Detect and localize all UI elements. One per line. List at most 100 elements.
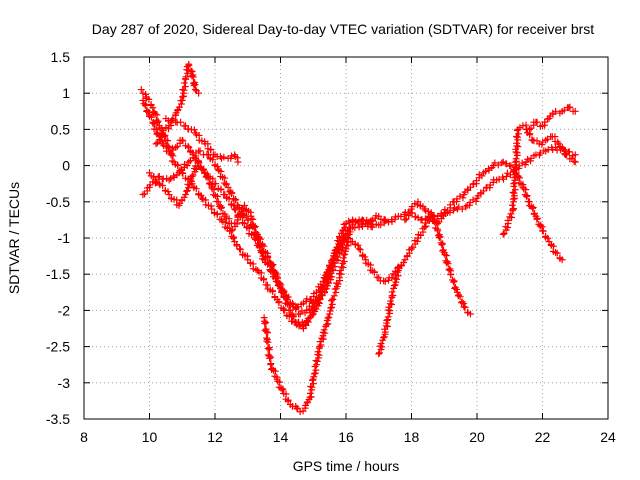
- data-point: [324, 268, 332, 276]
- data-point: [324, 314, 332, 322]
- data-point: [195, 159, 203, 167]
- data-point: [375, 274, 383, 282]
- data-point: [387, 297, 394, 305]
- y-tick-label: -1: [58, 230, 71, 246]
- data-point: [324, 320, 332, 328]
- data-point: [192, 185, 200, 193]
- data-point: [377, 340, 385, 347]
- y-tick-label: -2.5: [46, 339, 70, 355]
- data-point: [511, 174, 518, 182]
- series-arc-6: [162, 115, 242, 166]
- data-point: [251, 223, 259, 230]
- data-point: [276, 283, 284, 290]
- series-arc-7: [227, 202, 402, 332]
- data-point: [456, 192, 464, 200]
- series-arc-10: [401, 158, 566, 264]
- data-point: [436, 233, 444, 241]
- data-point: [278, 386, 286, 394]
- data-point: [450, 277, 458, 285]
- data-point: [188, 72, 196, 80]
- data-point: [413, 237, 421, 245]
- data-point: [443, 252, 450, 260]
- data-point: [165, 176, 173, 184]
- y-tick-label: 0.5: [51, 121, 71, 137]
- data-point: [571, 158, 579, 166]
- data-point: [390, 282, 398, 290]
- data-point: [478, 172, 486, 180]
- data-point: [217, 204, 225, 212]
- data-point: [444, 260, 452, 268]
- data-point: [526, 131, 533, 139]
- data-point: [249, 216, 257, 223]
- data-point: [329, 266, 337, 274]
- data-point: [164, 137, 172, 145]
- data-point: [307, 393, 315, 401]
- data-point: [434, 220, 442, 227]
- data-point: [510, 205, 518, 213]
- data-point: [178, 136, 186, 144]
- data-point: [182, 73, 190, 81]
- data-point: [508, 214, 515, 221]
- data-point: [414, 198, 422, 206]
- y-tick-label: -3: [58, 375, 71, 391]
- data-points-layer: [137, 60, 579, 416]
- data-point: [494, 161, 502, 169]
- y-tick-label: 1: [62, 85, 70, 101]
- data-point: [307, 312, 315, 320]
- data-point: [286, 307, 294, 314]
- data-point: [179, 170, 187, 177]
- data-point: [397, 213, 405, 220]
- data-point: [165, 147, 173, 155]
- data-point: [380, 334, 387, 342]
- data-point: [503, 173, 510, 180]
- data-point: [264, 345, 272, 352]
- data-point: [264, 261, 271, 268]
- data-point: [322, 321, 330, 329]
- data-point: [441, 251, 449, 259]
- data-point: [566, 103, 574, 111]
- data-point: [522, 126, 530, 133]
- data-point: [207, 202, 215, 210]
- data-point: [456, 293, 464, 301]
- data-point: [264, 253, 272, 261]
- data-point: [187, 67, 195, 75]
- data-point: [523, 193, 530, 200]
- data-point: [139, 191, 147, 198]
- series-arc-11: [499, 103, 579, 238]
- data-point: [315, 351, 323, 359]
- data-point: [296, 408, 304, 416]
- x-tick-label: 22: [535, 429, 551, 445]
- data-point: [217, 186, 225, 194]
- data-point: [263, 337, 271, 345]
- data-point: [214, 198, 222, 206]
- data-point: [231, 205, 239, 213]
- x-tick-label: 18: [404, 429, 420, 445]
- y-tick-label: -3.5: [46, 411, 70, 427]
- data-point: [183, 187, 191, 195]
- data-point: [344, 242, 352, 250]
- data-point: [529, 204, 537, 212]
- data-point: [510, 189, 518, 197]
- data-point: [337, 270, 345, 278]
- data-point: [196, 147, 204, 155]
- data-point: [514, 143, 522, 151]
- data-point: [322, 278, 330, 286]
- data-point: [325, 279, 333, 287]
- data-point: [253, 231, 261, 239]
- x-tick-label: 12: [207, 429, 223, 445]
- data-point: [507, 162, 515, 170]
- data-point: [204, 174, 212, 182]
- data-point: [459, 194, 467, 202]
- data-point: [509, 195, 517, 203]
- data-point: [558, 145, 566, 152]
- data-point: [438, 241, 446, 249]
- data-point: [258, 249, 266, 257]
- data-point: [228, 190, 235, 197]
- data-point: [237, 246, 244, 253]
- data-point: [552, 107, 559, 115]
- data-point: [388, 301, 396, 308]
- data-point: [314, 348, 322, 356]
- data-point: [236, 245, 243, 253]
- data-point: [259, 255, 266, 263]
